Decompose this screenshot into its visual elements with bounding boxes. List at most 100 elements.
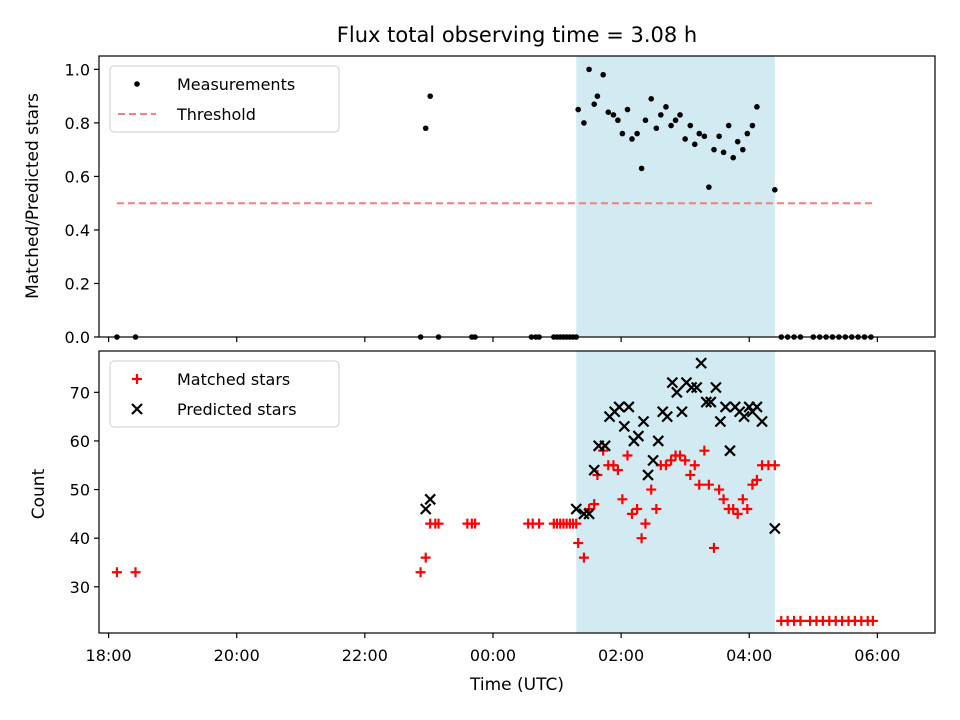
predicted-point <box>424 493 436 506</box>
measurement-point <box>653 125 660 132</box>
predicted-point <box>666 376 679 389</box>
top-y-tick-label: 0.0 <box>65 328 90 347</box>
measurement-point <box>581 120 587 126</box>
matched-point <box>680 455 691 466</box>
predicted-point <box>613 401 625 413</box>
matched-point <box>685 469 696 480</box>
matched-point <box>573 538 584 549</box>
measurement-point <box>720 149 727 156</box>
matched-point <box>737 494 748 505</box>
matched-point <box>617 494 628 505</box>
measurement-point <box>687 122 694 129</box>
measurement-point <box>638 165 645 172</box>
measurement-point <box>711 146 717 153</box>
predicted-point <box>700 396 713 408</box>
matched-point <box>751 474 762 485</box>
measurement-point <box>624 106 631 113</box>
measurement-point <box>691 141 698 148</box>
legend-matched-marker <box>132 374 142 384</box>
top-observing-span <box>576 56 775 337</box>
matched-point <box>689 460 700 471</box>
matched-point <box>742 504 753 515</box>
predicted-point <box>671 386 683 399</box>
predicted-point <box>661 410 674 423</box>
measurement-point <box>427 93 433 99</box>
matched-point <box>589 499 600 510</box>
predicted-point <box>724 444 736 457</box>
measurement-point <box>734 138 741 145</box>
predicted-point <box>705 396 717 408</box>
predicted-point <box>570 503 583 515</box>
matched-point <box>571 518 582 529</box>
predicted-point <box>618 420 631 433</box>
x-tick-label: 00:00 <box>470 646 516 665</box>
matched-point <box>651 504 662 515</box>
predicted-point <box>583 508 595 520</box>
predicted-point <box>647 454 659 467</box>
measurement-point <box>672 117 679 124</box>
matched-point <box>666 455 677 466</box>
matched-point <box>626 508 637 519</box>
ratio-panel: 0.0 0.2 0.4 0.6 0.8 1.0 Measurements Threshold <box>65 55 936 347</box>
legend-box <box>109 65 340 133</box>
measurement-point <box>619 130 626 137</box>
x-tick-label: 04:00 <box>726 646 772 665</box>
measurement-point <box>648 96 655 102</box>
x-tick-label: 02:00 <box>598 646 644 665</box>
predicted-point <box>714 415 727 428</box>
measurement-point <box>663 104 669 110</box>
measurement-point <box>634 130 640 137</box>
predicted-point <box>652 435 665 447</box>
measurement-point <box>730 154 737 161</box>
bottom-y-tick-label: 70 <box>70 383 90 402</box>
bottom-observing-span <box>576 351 775 633</box>
measurement-point <box>594 93 601 99</box>
predicted-point <box>419 503 432 515</box>
measurement-point <box>682 136 688 142</box>
top-axes-frame <box>98 55 936 338</box>
measurement-point <box>422 125 429 132</box>
predicted-point <box>710 381 722 394</box>
x-tick-label: 22:00 <box>342 646 388 665</box>
count-panel: 30 40 50 60 70 18:00 20:00 22:00 00:00 02:00 04:00… <box>70 350 936 665</box>
matched-point <box>675 450 686 461</box>
bottom-y-tick-label: 30 <box>70 578 90 597</box>
measurement-point <box>658 112 664 118</box>
bottom-series-x <box>419 357 781 535</box>
measurement-point <box>744 130 751 137</box>
matched-point <box>728 504 739 515</box>
predicted-point <box>690 381 703 394</box>
predicted-point <box>751 401 763 413</box>
measurement-point <box>716 133 722 140</box>
matched-point <box>636 533 647 544</box>
matched-point <box>130 567 141 578</box>
matched-point <box>660 460 671 471</box>
matched-point <box>415 567 426 578</box>
top-y-axis-label: Matched/Predicted stars <box>23 93 43 299</box>
x-tick-label: 06:00 <box>854 646 900 665</box>
measurement-point <box>754 104 760 110</box>
measurement-point <box>642 117 649 124</box>
bottom-y-tick-label: 50 <box>70 481 90 500</box>
measurement-point <box>605 109 612 115</box>
measurement-point <box>696 130 703 137</box>
matched-point <box>578 552 589 563</box>
top-series-dot <box>114 66 874 340</box>
measurement-point <box>725 122 732 129</box>
matched-point <box>732 508 743 519</box>
matched-point <box>622 450 633 461</box>
measurement-point <box>701 133 708 140</box>
matched-point <box>703 479 714 490</box>
measurement-point <box>740 146 746 153</box>
predicted-point <box>769 522 781 535</box>
measurement-point <box>677 112 683 118</box>
matched-point <box>470 518 481 529</box>
measurement-point <box>772 187 778 193</box>
legend-label: Matched stars <box>177 370 290 389</box>
top-y-tick-label: 1.0 <box>65 60 90 79</box>
top-y-tick-label: 0.8 <box>65 114 90 133</box>
matched-point <box>111 567 122 578</box>
matched-point <box>534 518 545 529</box>
predicted-point <box>637 415 650 428</box>
matched-point <box>694 479 705 490</box>
